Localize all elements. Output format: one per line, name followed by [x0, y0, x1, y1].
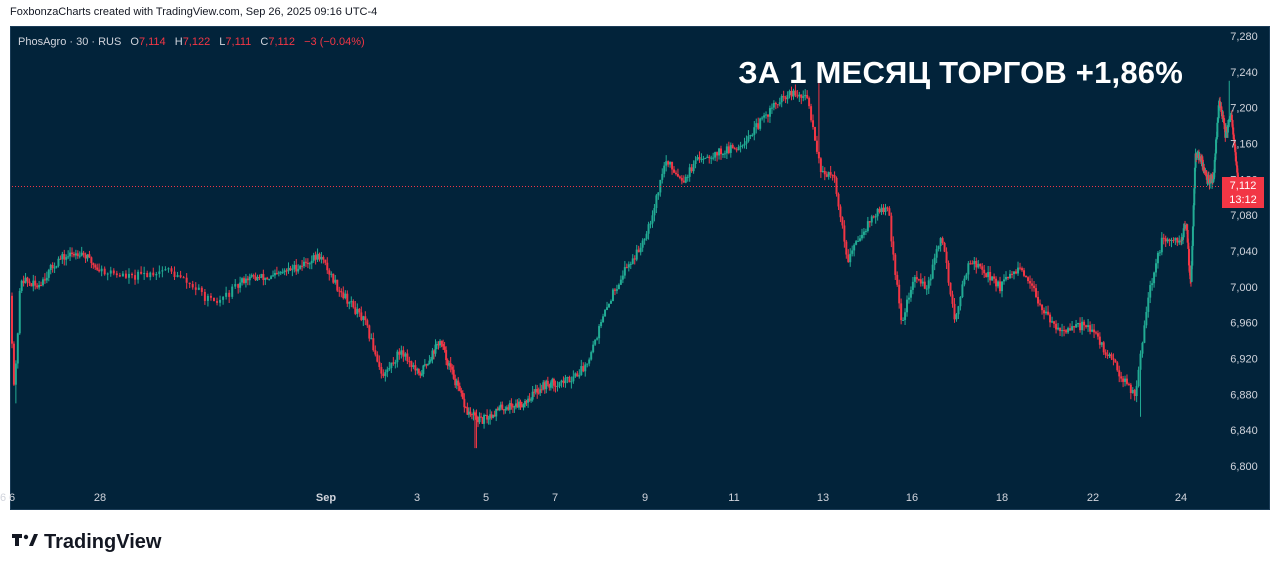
chart-attribution: FoxbonzaCharts created with TradingView.…	[10, 6, 378, 18]
last-price-tag: 7,112 13:12	[1222, 177, 1264, 208]
high-value: 7,122	[182, 36, 211, 48]
tradingview-brand: TradingView	[44, 530, 162, 553]
headline-annotation: ЗА 1 МЕСЯЦ ТОРГОВ +1,86%	[738, 55, 1183, 90]
last-price-value: 7,112	[1229, 180, 1257, 192]
symbol-name: PhosAgro · 30 · RUS	[18, 36, 122, 48]
low-value: 7,111	[225, 36, 252, 48]
chart-panel[interactable]	[10, 26, 1270, 510]
open-key: O	[130, 36, 139, 48]
bar-countdown: 13:12	[1229, 194, 1257, 206]
tradingview-logo[interactable]: TradingView	[12, 530, 161, 554]
tradingview-logo-icon	[12, 531, 38, 554]
close-value: 7,112	[268, 36, 296, 48]
symbol-legend: PhosAgro · 30 · RUS O7,114 H7,122 L7,111…	[18, 36, 365, 48]
open-value: 7,114	[138, 36, 166, 48]
close-key: C	[260, 36, 269, 48]
high-key: H	[174, 36, 183, 48]
low-key: L	[219, 36, 226, 48]
change-value: −3 (−0.04%)	[304, 36, 365, 48]
x-tick-label: 26	[0, 492, 6, 504]
